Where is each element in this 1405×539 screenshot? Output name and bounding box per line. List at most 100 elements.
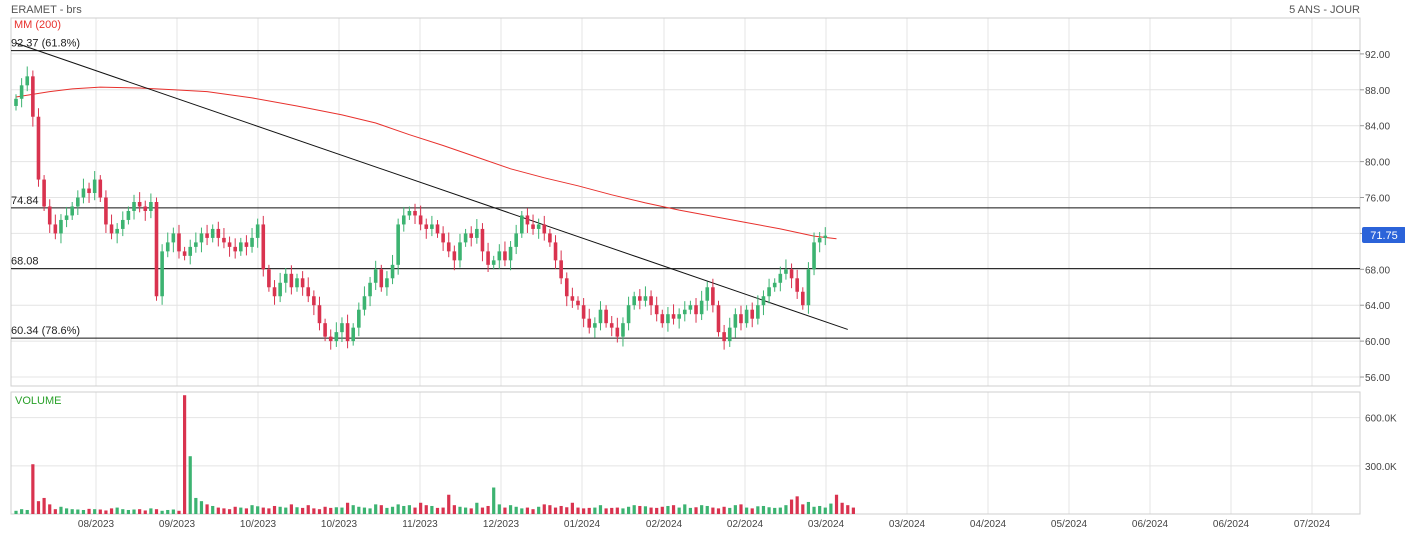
volume-bar — [851, 507, 855, 514]
candle-body — [430, 224, 434, 229]
x-tick-label: 06/2024 — [1132, 519, 1169, 530]
period-label: 5 ANS - JOUR — [1289, 4, 1360, 16]
candle-body — [390, 264, 395, 279]
candle — [542, 215, 547, 241]
candle-body — [761, 296, 766, 306]
candle-body — [295, 278, 299, 288]
candle — [182, 246, 187, 261]
volume-bar — [25, 509, 29, 514]
volume-bar — [374, 504, 378, 514]
candle — [441, 226, 445, 251]
candle — [469, 226, 474, 247]
volume-bar — [480, 507, 485, 514]
candle — [407, 206, 412, 220]
volume-bar — [407, 505, 411, 514]
candle — [31, 70, 35, 127]
candle — [14, 94, 18, 111]
candle-body — [638, 296, 642, 301]
volume-bar — [784, 505, 788, 514]
candle — [638, 289, 642, 310]
candle-body — [53, 224, 58, 234]
volume-bar — [435, 507, 440, 514]
candle-body — [469, 233, 474, 238]
support-resistance-levels: 92.37 (61.8%) 74.84 68.08 60.34 (78.6%) — [11, 38, 1360, 339]
candle — [109, 214, 114, 240]
volume-bar — [244, 508, 249, 514]
volume-bar — [582, 508, 586, 514]
ma-legend: MM (200) — [14, 19, 61, 31]
candle — [368, 276, 372, 307]
candle-body — [401, 215, 406, 225]
candle-body — [491, 260, 496, 265]
volume-bar — [430, 505, 434, 514]
volume-bar — [368, 508, 372, 514]
volume-bar — [166, 509, 170, 514]
volume-bar — [700, 505, 704, 514]
volume-bar — [705, 505, 709, 514]
volume-bar — [205, 504, 209, 514]
x-axis: 08/2023 09/2023 10/2023 10/2023 11/2023 12/20… — [78, 519, 1331, 530]
candle — [784, 259, 788, 280]
volume-bar — [464, 507, 468, 514]
candle-body — [559, 260, 563, 279]
candle-body — [143, 206, 148, 211]
volume-bar — [183, 395, 187, 514]
last-price-value: 71.75 — [1370, 230, 1398, 242]
candle — [671, 304, 676, 325]
volume-bar — [621, 508, 625, 514]
volume-bar — [503, 507, 507, 514]
candle — [154, 197, 159, 301]
candle — [767, 278, 771, 304]
volume-bar — [801, 504, 805, 514]
candle — [362, 286, 367, 316]
x-tick-label: 02/2024 — [646, 519, 683, 530]
candle — [682, 301, 687, 322]
y-axis: 56.0060.0064.0068.0072.0076.0080.0084.00… — [1360, 50, 1397, 473]
candle — [216, 221, 221, 247]
candle — [778, 266, 783, 292]
y-tick-label: 92.00 — [1365, 50, 1390, 61]
volume-bar — [138, 509, 142, 514]
candle — [548, 228, 552, 247]
volume-bar — [396, 504, 400, 514]
y-tick-label: 68.00 — [1365, 265, 1390, 276]
volume-bar — [272, 505, 277, 514]
candle-body — [345, 323, 350, 342]
volume-bar — [537, 506, 541, 514]
volume-bar — [171, 509, 175, 514]
candle — [143, 200, 148, 221]
volume-bar — [233, 506, 237, 514]
volume-bar — [711, 507, 715, 514]
candle — [649, 290, 653, 316]
candle-body — [598, 309, 603, 324]
candle-body — [98, 179, 103, 198]
candle-body — [261, 224, 266, 270]
candle — [390, 254, 395, 285]
candle-body — [424, 224, 429, 229]
volume-bar — [211, 505, 215, 514]
candle — [188, 239, 193, 265]
candle-body — [452, 251, 457, 261]
candle — [531, 214, 535, 235]
volume-bar — [149, 508, 153, 514]
candle-body — [441, 233, 445, 243]
candle-body — [14, 98, 18, 106]
candle-body — [165, 242, 170, 252]
volume-bar — [317, 509, 322, 514]
candle — [272, 280, 277, 305]
candle-body — [823, 235, 828, 238]
volume-bar — [402, 505, 406, 514]
candle-body — [323, 323, 327, 337]
candle — [677, 308, 681, 329]
candle — [744, 305, 749, 328]
candle — [581, 298, 586, 328]
chart-title: ERAMET - brs — [11, 4, 82, 16]
candle — [115, 223, 119, 244]
volume-bar — [722, 506, 726, 514]
volume-bar — [385, 507, 389, 514]
candle — [722, 324, 726, 350]
x-tick-label: 06/2024 — [1213, 519, 1250, 530]
candle-body — [817, 237, 822, 243]
volume-y-tick-label: 600.0K — [1365, 414, 1397, 425]
